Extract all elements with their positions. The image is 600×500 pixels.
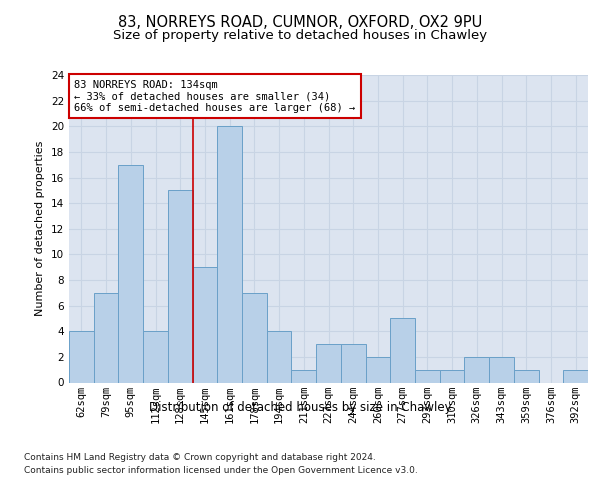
Bar xyxy=(143,331,168,382)
Text: Distribution of detached houses by size in Chawley: Distribution of detached houses by size … xyxy=(149,401,451,414)
Bar xyxy=(464,357,489,382)
Bar xyxy=(489,357,514,382)
Bar xyxy=(267,331,292,382)
Bar xyxy=(69,331,94,382)
Text: Size of property relative to detached houses in Chawley: Size of property relative to detached ho… xyxy=(113,28,487,42)
Y-axis label: Number of detached properties: Number of detached properties xyxy=(35,141,46,316)
Bar xyxy=(217,126,242,382)
Bar xyxy=(440,370,464,382)
Text: Contains HM Land Registry data © Crown copyright and database right 2024.
Contai: Contains HM Land Registry data © Crown c… xyxy=(24,453,418,475)
Bar xyxy=(118,164,143,382)
Bar xyxy=(242,293,267,382)
Text: 83, NORREYS ROAD, CUMNOR, OXFORD, OX2 9PU: 83, NORREYS ROAD, CUMNOR, OXFORD, OX2 9P… xyxy=(118,15,482,30)
Bar xyxy=(514,370,539,382)
Bar xyxy=(193,267,217,382)
Bar xyxy=(94,293,118,382)
Bar xyxy=(390,318,415,382)
Bar xyxy=(415,370,440,382)
Bar xyxy=(292,370,316,382)
Bar xyxy=(316,344,341,383)
Bar xyxy=(563,370,588,382)
Bar xyxy=(365,357,390,382)
Bar xyxy=(341,344,365,383)
Bar xyxy=(168,190,193,382)
Text: 83 NORREYS ROAD: 134sqm
← 33% of detached houses are smaller (34)
66% of semi-de: 83 NORREYS ROAD: 134sqm ← 33% of detache… xyxy=(74,80,355,113)
